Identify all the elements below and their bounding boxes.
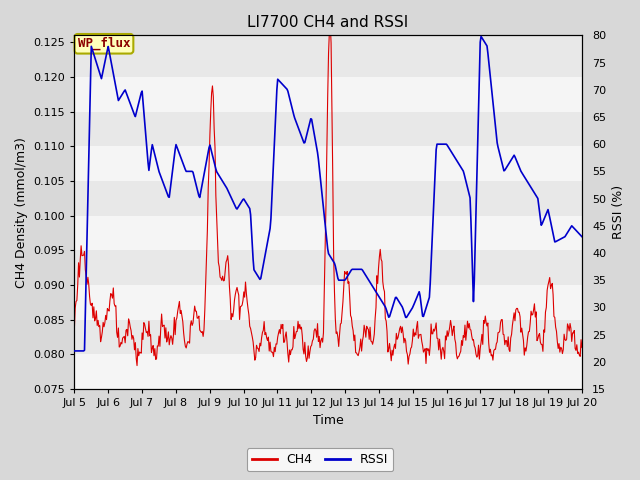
RSSI: [477, 34, 485, 39]
RSSI: [370, 285, 378, 291]
CH4: [411, 330, 419, 336]
Title: LI7700 CH4 and RSSI: LI7700 CH4 and RSSI: [248, 15, 409, 30]
CH4: [454, 354, 462, 360]
Y-axis label: RSSI (%): RSSI (%): [612, 185, 625, 239]
Line: CH4: CH4: [74, 23, 582, 366]
CH4: [326, 20, 334, 26]
RSSI: [70, 348, 78, 354]
Bar: [74, 354, 582, 389]
CH4: [70, 327, 78, 333]
RSSI: [578, 234, 586, 240]
CH4: [371, 315, 379, 321]
X-axis label: Time: Time: [313, 414, 344, 427]
CH4: [578, 345, 586, 350]
RSSI: [300, 140, 308, 146]
CH4: [301, 339, 308, 345]
Line: RSSI: RSSI: [74, 36, 582, 351]
RSSI: [160, 182, 168, 188]
Bar: [74, 216, 582, 250]
CH4: [202, 279, 209, 285]
RSSI: [201, 168, 209, 173]
Text: WP_flux: WP_flux: [77, 37, 130, 50]
Y-axis label: CH4 Density (mmol/m3): CH4 Density (mmol/m3): [15, 137, 28, 288]
Bar: [74, 285, 582, 320]
Legend: CH4, RSSI: CH4, RSSI: [246, 448, 394, 471]
Bar: [74, 77, 582, 112]
Bar: [74, 146, 582, 181]
RSSI: [410, 303, 417, 309]
RSSI: [452, 157, 460, 163]
CH4: [161, 335, 169, 341]
CH4: [133, 363, 141, 369]
